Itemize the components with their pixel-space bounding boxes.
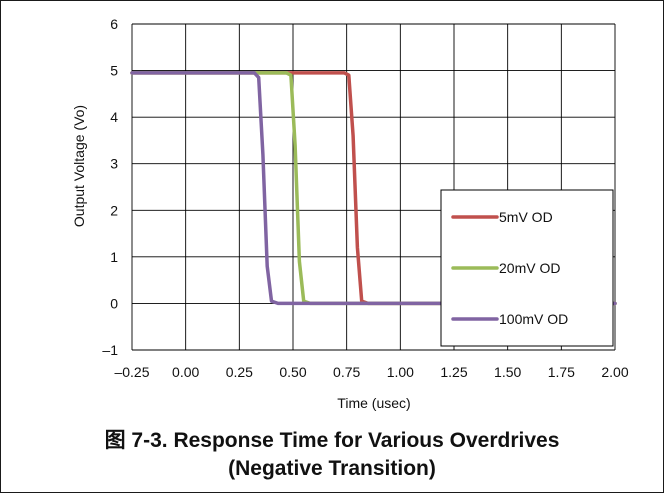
y-tick-label: 5 <box>110 63 118 79</box>
x-tick-label: 1.50 <box>494 364 521 380</box>
series-line-100mv-od <box>130 71 617 306</box>
legend: 5mV OD 20mV OD 100mV OD <box>440 189 614 347</box>
x-tick-label: 1.75 <box>548 364 575 380</box>
y-tick-label: 2 <box>110 202 118 218</box>
x-tick-label: 0.00 <box>172 364 199 380</box>
y-tick-label: 4 <box>110 109 118 125</box>
x-tick-label: 1.25 <box>440 364 467 380</box>
y-tick-label: 1 <box>110 249 118 265</box>
y-tick-label: 3 <box>110 156 118 172</box>
response-time-chart: –0.25 0.00 0.25 0.50 0.75 1.00 1.25 1.50 1.75 2.0… <box>71 16 629 411</box>
x-axis-title: Time (usec) <box>337 395 410 411</box>
y-tick-label: –1 <box>102 342 118 358</box>
x-tick-label: 2.00 <box>601 364 628 380</box>
y-tick-label: 0 <box>110 295 118 311</box>
figure-caption-title: 图 7-3. Response Time for Various Overdri… <box>104 429 560 452</box>
legend-label-5mv-od: 5mV OD <box>499 209 553 225</box>
y-axis-title: Output Voltage (Vo) <box>71 105 87 227</box>
legend-label-100mv-od: 100mV OD <box>499 311 568 327</box>
legend-label-20mv-od: 20mV OD <box>499 260 560 276</box>
x-tick-label: –0.25 <box>114 364 149 380</box>
tick-labels: –0.25 0.00 0.25 0.50 0.75 1.00 1.25 1.50 1.75 2.0… <box>102 16 628 380</box>
x-tick-label: 0.25 <box>226 364 253 380</box>
x-tick-label: 0.75 <box>333 364 360 380</box>
series-lines <box>130 71 617 306</box>
x-tick-label: 0.50 <box>279 364 306 380</box>
figure-caption-subtitle: (Negative Transition) <box>228 457 436 480</box>
y-tick-label: 6 <box>110 16 118 32</box>
x-tick-label: 1.00 <box>387 364 414 380</box>
